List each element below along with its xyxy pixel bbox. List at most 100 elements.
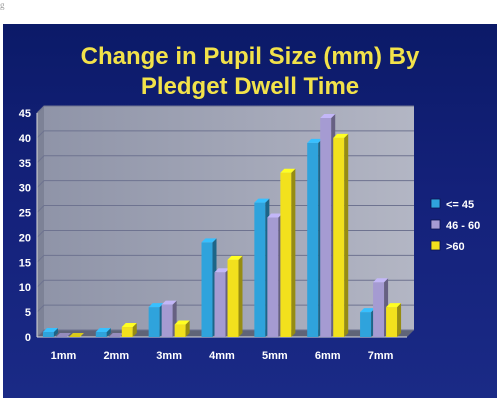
- y-tick-label: 45: [19, 108, 31, 120]
- bar-top: [148, 303, 164, 308]
- y-tick-label: 30: [19, 183, 31, 195]
- legend-swatch: [430, 198, 441, 209]
- bar-top: [254, 198, 270, 203]
- bar-top: [307, 138, 323, 143]
- bar-top: [373, 278, 389, 283]
- bar-front: [267, 217, 279, 337]
- bar-top: [42, 328, 58, 333]
- legend-item: 46 - 60: [430, 219, 480, 232]
- bar-top: [161, 300, 177, 305]
- bar: [121, 323, 137, 337]
- gridline: [36, 130, 414, 139]
- y-tick-label: 15: [19, 257, 31, 269]
- bar-chart: Change in Pupil Size (mm) By Pledget Dwe…: [19, 43, 481, 362]
- bar: [214, 268, 230, 337]
- bar-front: [42, 332, 54, 337]
- bar-front: [161, 304, 173, 337]
- bar: [254, 198, 270, 337]
- legend-swatch: [430, 219, 441, 230]
- bar-front: [360, 312, 372, 337]
- legend-label: >60: [446, 241, 465, 253]
- x-tick-label: 4mm: [209, 350, 235, 362]
- bar-side: [291, 168, 296, 337]
- bar-front: [148, 307, 160, 337]
- bar-side: [238, 255, 243, 337]
- bar-side: [132, 323, 137, 337]
- bar-front: [254, 202, 266, 337]
- bar-front: [174, 324, 186, 337]
- chart-title-line-2: Pledget Dwell Time: [141, 73, 359, 100]
- bar-front: [227, 259, 239, 337]
- bar-side: [185, 320, 190, 337]
- bar-front: [95, 332, 107, 337]
- bar-front: [386, 307, 398, 337]
- bar-front: [307, 142, 319, 337]
- bar: [320, 113, 336, 337]
- bar: [42, 328, 58, 337]
- bar: [333, 133, 349, 337]
- bar-top: [214, 268, 230, 273]
- bar-top: [333, 133, 349, 138]
- bar: [108, 333, 124, 337]
- bar-front: [373, 282, 385, 337]
- y-tick-label: 5: [25, 307, 31, 319]
- bar-top: [55, 333, 71, 337]
- bar: [227, 255, 243, 337]
- bar: [307, 138, 323, 337]
- y-tick-label: 10: [19, 282, 31, 294]
- x-tick-label: 5mm: [262, 350, 288, 362]
- bar-top: [227, 255, 243, 260]
- bar-top: [320, 113, 336, 118]
- bar: [95, 328, 111, 337]
- bar: [148, 303, 164, 337]
- bar: [280, 168, 296, 337]
- bar-top: [174, 320, 190, 325]
- bar-top: [386, 303, 402, 308]
- bar: [386, 303, 402, 337]
- x-tick-label: 7mm: [368, 350, 394, 362]
- legend-item: >60: [430, 240, 465, 253]
- bar: [373, 278, 389, 337]
- bar-front: [333, 137, 345, 337]
- plot-area: 0 5 10 15 20 25 30 35 40 45 1mm 2mm 3mm 4mm 5mm 6mm 7mm: [19, 105, 414, 362]
- chart-side-wall: [37, 106, 44, 337]
- bar: [161, 300, 177, 337]
- y-tick-label: 0: [25, 332, 31, 344]
- bar-front: [121, 327, 133, 337]
- bar: [201, 238, 217, 337]
- bar-top: [121, 323, 137, 328]
- gridline: [36, 105, 414, 114]
- bar-side: [106, 328, 111, 337]
- gridline: [36, 155, 414, 164]
- bar-front: [214, 272, 226, 337]
- bar-front: [201, 242, 213, 337]
- legend: <= 45 46 - 60 >60: [430, 198, 480, 253]
- bar-front: [280, 172, 292, 337]
- bar-top: [280, 168, 296, 173]
- bar: [174, 320, 190, 337]
- legend-swatch: [430, 240, 441, 251]
- x-tick-label: 1mm: [51, 350, 77, 362]
- chart-slide: Change in Pupil Size (mm) By Pledget Dwe…: [3, 24, 497, 398]
- legend-label: 46 - 60: [446, 220, 480, 232]
- x-tick-label: 6mm: [315, 350, 341, 362]
- corner-mark: g: [0, 0, 5, 10]
- bar-top: [95, 328, 111, 333]
- bar: [68, 333, 84, 337]
- bar-top: [68, 333, 84, 337]
- y-tick-label: 20: [19, 232, 31, 244]
- bar-top: [201, 238, 217, 243]
- y-tick-label: 40: [19, 133, 31, 145]
- bar-front: [320, 117, 332, 337]
- legend-label: <= 45: [446, 199, 474, 211]
- chart-title-line-1: Change in Pupil Size (mm) By: [81, 43, 420, 70]
- y-tick-label: 35: [19, 158, 31, 170]
- bar-side: [53, 328, 58, 337]
- x-tick-label: 2mm: [103, 350, 129, 362]
- x-tick-label: 3mm: [156, 350, 182, 362]
- legend-item: <= 45: [430, 198, 474, 211]
- bar-top: [360, 308, 376, 313]
- y-tick-label: 25: [19, 208, 31, 220]
- bar-top: [108, 333, 124, 337]
- bar: [360, 308, 376, 337]
